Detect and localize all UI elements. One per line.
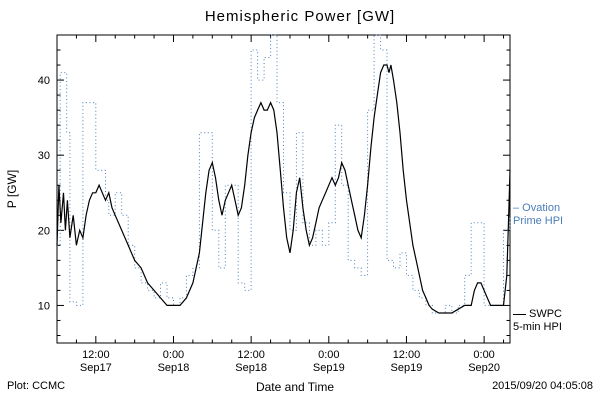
y-tick-label: 30 [38,150,50,162]
series-ovation-prime-hpi [57,34,511,314]
plot-source-label: Plot: CCMC [7,380,66,392]
x-tick-time: 0:00 [163,349,184,361]
x-tick-date: Sep19 [391,362,423,374]
legend-ovation: – Ovation Prime HPI [513,202,563,228]
legend-swpc-line-sample [513,313,526,315]
x-tick-time: 0:00 [318,349,339,361]
legend-ovation-line2: Prime HPI [513,215,564,227]
chart-title: Hemispheric Power [GW] [204,8,396,25]
x-tick-time: 12:00 [393,349,421,361]
plot-timestamp: 2015/09/20 04:05:08 [492,380,593,392]
legend-swpc-line2: 5-min HPI [513,321,562,333]
legend-swpc: SWPC 5-min HPI [513,308,562,334]
x-tick-time: 12:00 [237,349,265,361]
x-tick-date: Sep17 [80,362,112,374]
x-tick-date: Sep18 [158,362,190,374]
x-tick-time: 0:00 [473,349,494,361]
x-tick-time: 12:00 [82,349,110,361]
y-tick-label: 10 [38,300,50,312]
y-tick-label: 20 [38,225,50,237]
legend-ovation-line1: – Ovation [513,202,561,214]
x-tick-date: Sep19 [313,362,345,374]
x-axis-label: Date and Time [255,380,335,394]
y-tick-label: 40 [38,75,50,87]
x-tick-date: Sep18 [235,362,267,374]
series-swpc-5min-hpi [56,64,511,314]
legend-swpc-line1: SWPC [529,308,562,320]
x-tick-date: Sep20 [468,362,500,374]
